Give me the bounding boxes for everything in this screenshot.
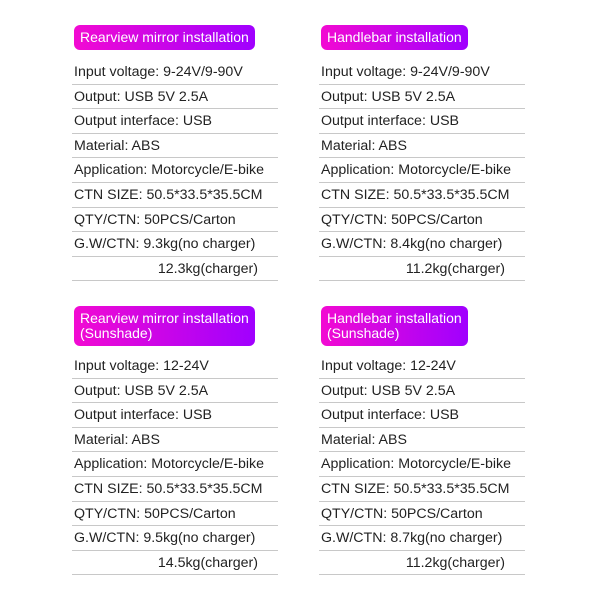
spec-row: Output: USB 5V 2.5A <box>72 85 278 110</box>
spec-row: Input voltage: 9-24V/9-90V <box>319 60 525 85</box>
spec-row: QTY/CTN: 50PCS/Carton <box>319 208 525 233</box>
spec-row: Application: Motorcycle/E-bike <box>319 452 525 477</box>
panel-title-text: Handlebar installation <box>327 310 462 326</box>
spec-row: Output interface: USB <box>72 109 278 134</box>
spec-row: G.W/CTN: 8.7kg(no charger) <box>319 526 525 551</box>
panel-title: Handlebar installation (Sunshade) <box>321 306 468 346</box>
spec-row-charger-weight: 11.2kg(charger) <box>319 257 525 282</box>
spec-row: Application: Motorcycle/E-bike <box>72 452 278 477</box>
spec-row: QTY/CTN: 50PCS/Carton <box>319 502 525 527</box>
spec-row: G.W/CTN: 9.5kg(no charger) <box>72 526 278 551</box>
spec-row-charger-weight: 12.3kg(charger) <box>72 257 278 282</box>
spec-panel: Rearview mirror installation (Sunshade) In… <box>72 306 278 576</box>
panel-title-sub: (Sunshade) <box>80 325 153 341</box>
panel-title: Rearview mirror installation <box>74 25 255 50</box>
panel-title-text: Rearview mirror installation <box>80 310 249 326</box>
spec-row: Output: USB 5V 2.5A <box>319 85 525 110</box>
spec-row: Input voltage: 9-24V/9-90V <box>72 60 278 85</box>
spec-row: CTN SIZE: 50.5*33.5*35.5CM <box>319 183 525 208</box>
spec-row: Output interface: USB <box>319 109 525 134</box>
spec-row: Material: ABS <box>319 134 525 159</box>
panel-title-text: Handlebar installation <box>327 29 462 45</box>
spec-row: CTN SIZE: 50.5*33.5*35.5CM <box>72 477 278 502</box>
spec-row: QTY/CTN: 50PCS/Carton <box>72 502 278 527</box>
panel-title: Rearview mirror installation (Sunshade) <box>74 306 255 346</box>
spec-row: G.W/CTN: 9.3kg(no charger) <box>72 232 278 257</box>
spec-row: CTN SIZE: 50.5*33.5*35.5CM <box>72 183 278 208</box>
spec-row: Material: ABS <box>319 428 525 453</box>
spec-row-charger-weight: 14.5kg(charger) <box>72 551 278 576</box>
spec-row: G.W/CTN: 8.4kg(no charger) <box>319 232 525 257</box>
spec-row: Output: USB 5V 2.5A <box>72 379 278 404</box>
spec-row: Material: ABS <box>72 134 278 159</box>
spec-panel: Handlebar installation (Sunshade) Input vo… <box>319 306 525 576</box>
panel-title: Handlebar installation <box>321 25 468 50</box>
spec-list: Input voltage: 9-24V/9-90V Output: USB 5V… <box>72 60 278 282</box>
spec-list: Input voltage: 12-24V Output: USB 5V 2.5A… <box>72 354 278 576</box>
spec-row: Output interface: USB <box>319 403 525 428</box>
spec-row: Input voltage: 12-24V <box>319 354 525 379</box>
spec-row: QTY/CTN: 50PCS/Carton <box>72 208 278 233</box>
spec-row: Output interface: USB <box>72 403 278 428</box>
panel-title-sub: (Sunshade) <box>327 325 400 341</box>
panel-title-text: Rearview mirror installation <box>80 29 249 45</box>
spec-panel: Handlebar installation Input voltage: 9-2… <box>319 25 525 282</box>
spec-row: Output: USB 5V 2.5A <box>319 379 525 404</box>
spec-list: Input voltage: 12-24V Output: USB 5V 2.5A… <box>319 354 525 576</box>
spec-row: CTN SIZE: 50.5*33.5*35.5CM <box>319 477 525 502</box>
spec-row: Application: Motorcycle/E-bike <box>319 158 525 183</box>
spec-row: Material: ABS <box>72 428 278 453</box>
spec-row: Input voltage: 12-24V <box>72 354 278 379</box>
spec-list: Input voltage: 9-24V/9-90V Output: USB 5V… <box>319 60 525 282</box>
spec-row: Application: Motorcycle/E-bike <box>72 158 278 183</box>
spec-row-charger-weight: 11.2kg(charger) <box>319 551 525 576</box>
spec-panel: Rearview mirror installation Input voltag… <box>72 25 278 282</box>
